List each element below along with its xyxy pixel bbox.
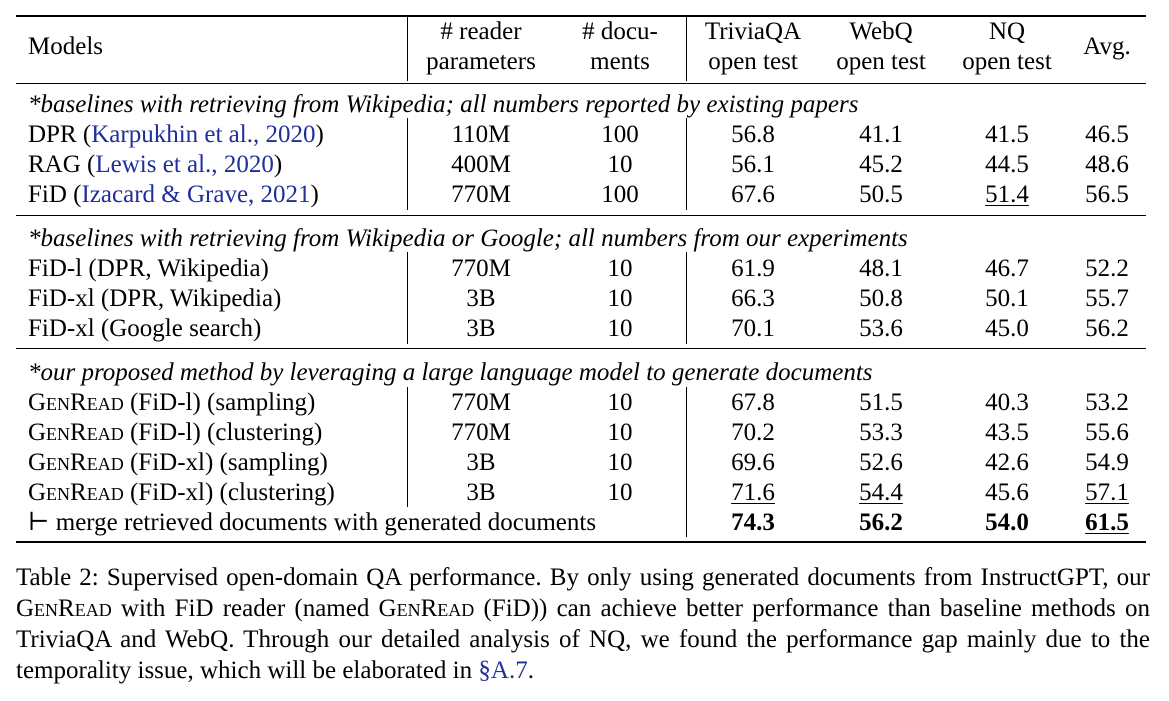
cell-docs: 10	[607, 255, 633, 282]
header-rule	[16, 83, 1146, 84]
cell-webq: 53.3	[859, 419, 903, 446]
cell-nq: 46.7	[985, 255, 1029, 282]
table-caption: Table 2: Supervised open-domain QA perfo…	[16, 564, 1150, 684]
cell-params: 770M	[451, 419, 511, 446]
cell-webq: 56.2	[859, 509, 903, 536]
cell-nq: 44.5	[985, 151, 1029, 178]
cell-params: 3B	[466, 479, 496, 506]
section-title: *baselines with retrieving from Wikipedi…	[28, 225, 908, 252]
cell-params: 3B	[466, 315, 496, 342]
cell-webq: 52.6	[859, 449, 903, 476]
header-triviaqa: TriviaQA open test	[704, 18, 802, 75]
cell-avg: 54.9	[1085, 449, 1129, 476]
cell-docs: 100	[601, 181, 639, 208]
cell-nq: 45.6	[985, 479, 1029, 506]
cell-webq: 50.8	[859, 285, 903, 312]
cell-avg: 61.5	[1085, 509, 1129, 536]
cell-nq: 42.6	[985, 449, 1029, 476]
cell-triviaqa: 56.1	[731, 151, 775, 178]
cell-webq: 48.1	[859, 255, 903, 282]
cell-docs: 10	[607, 315, 633, 342]
citation-link[interactable]: Lewis et al.,	[95, 151, 218, 178]
cell-triviaqa: 70.1	[731, 315, 775, 342]
cell-avg: 53.2	[1085, 389, 1129, 416]
header-nq: NQ open test	[962, 18, 1052, 75]
cell-params: 770M	[451, 255, 511, 282]
cell-avg: 55.6	[1085, 419, 1129, 446]
cell-nq: 43.5	[985, 419, 1029, 446]
cell-nq: 54.0	[985, 509, 1029, 536]
citation-link[interactable]: Karpukhin et al.,	[91, 121, 260, 148]
cell-avg: 57.1	[1085, 479, 1129, 506]
row-model: RAG (Lewis et al., 2020)	[28, 151, 283, 178]
header-webq: WebQ open test	[836, 18, 926, 75]
cell-triviaqa: 67.6	[731, 181, 775, 208]
cell-avg: 46.5	[1085, 121, 1129, 148]
cell-params: 110M	[451, 121, 511, 148]
section-title: *baselines with retrieving from Wikipedi…	[28, 91, 859, 118]
cell-params: 3B	[466, 449, 496, 476]
cell-docs: 10	[607, 285, 633, 312]
cell-triviaqa: 71.6	[731, 479, 775, 506]
row-model: FiD (Izacard & Grave, 2021)	[28, 181, 319, 208]
citation-link[interactable]: Izacard & Grave,	[81, 181, 255, 208]
section-title: *our proposed method by leveraging a lar…	[28, 359, 873, 386]
cell-triviaqa: 61.9	[731, 255, 775, 282]
row-model: FiD-xl (DPR, Wikipedia)	[28, 285, 282, 312]
header-models: Models	[28, 33, 103, 60]
row-model: GenRead (FiD-l) (sampling)	[28, 389, 316, 416]
header-avg: Avg.	[1083, 33, 1131, 60]
cell-webq: 50.5	[859, 181, 903, 208]
cell-triviaqa: 74.3	[731, 509, 775, 536]
cell-avg: 48.6	[1085, 151, 1129, 178]
row-model: GenRead (FiD-xl) (sampling)	[28, 449, 328, 476]
row-model: DPR (Karpukhin et al., 2020)	[28, 121, 324, 148]
cell-docs: 10	[607, 151, 633, 178]
cell-avg: 52.2	[1085, 255, 1129, 282]
section-rule-1	[16, 215, 1146, 216]
cell-docs: 10	[607, 449, 633, 476]
header-num-docs: # docu-ments	[582, 18, 658, 75]
cell-nq: 40.3	[985, 389, 1029, 416]
header-reader-params: # reader parameters	[426, 18, 536, 75]
cell-webq: 54.4	[859, 479, 903, 506]
row-model: FiD-l (DPR, Wikipedia)	[28, 255, 269, 282]
cell-webq: 51.5	[859, 389, 903, 416]
cell-docs: 10	[607, 479, 633, 506]
table-top-rule	[16, 15, 1146, 17]
cell-avg: 56.2	[1085, 315, 1129, 342]
cell-triviaqa: 70.2	[731, 419, 775, 446]
cell-avg: 56.5	[1085, 181, 1129, 208]
merge-row-label: ⊢ merge retrieved documents with generat…	[28, 509, 597, 536]
table-bottom-rule	[16, 541, 1146, 543]
section-rule-2	[16, 348, 1146, 349]
cell-nq: 51.4	[985, 181, 1029, 208]
cell-params: 770M	[451, 389, 511, 416]
row-model: GenRead (FiD-xl) (clustering)	[28, 479, 335, 506]
cell-webq: 45.2	[859, 151, 903, 178]
cell-nq: 45.0	[985, 315, 1029, 342]
cell-avg: 55.7	[1085, 285, 1129, 312]
section-ref-link[interactable]: §A.7	[478, 657, 528, 684]
cell-nq: 41.5	[985, 121, 1029, 148]
cell-docs: 10	[607, 419, 633, 446]
cell-webq: 41.1	[859, 121, 903, 148]
cell-webq: 53.6	[859, 315, 903, 342]
cell-triviaqa: 56.8	[731, 121, 775, 148]
cell-params: 400M	[451, 151, 511, 178]
cell-docs: 100	[601, 121, 639, 148]
cell-triviaqa: 66.3	[731, 285, 775, 312]
cell-params: 770M	[451, 181, 511, 208]
cell-params: 3B	[466, 285, 496, 312]
cell-triviaqa: 67.8	[731, 389, 775, 416]
row-model: FiD-xl (Google search)	[28, 315, 262, 342]
row-model: GenRead (FiD-l) (clustering)	[28, 419, 323, 446]
cell-docs: 10	[607, 389, 633, 416]
cell-nq: 50.1	[985, 285, 1029, 312]
cell-triviaqa: 69.6	[731, 449, 775, 476]
